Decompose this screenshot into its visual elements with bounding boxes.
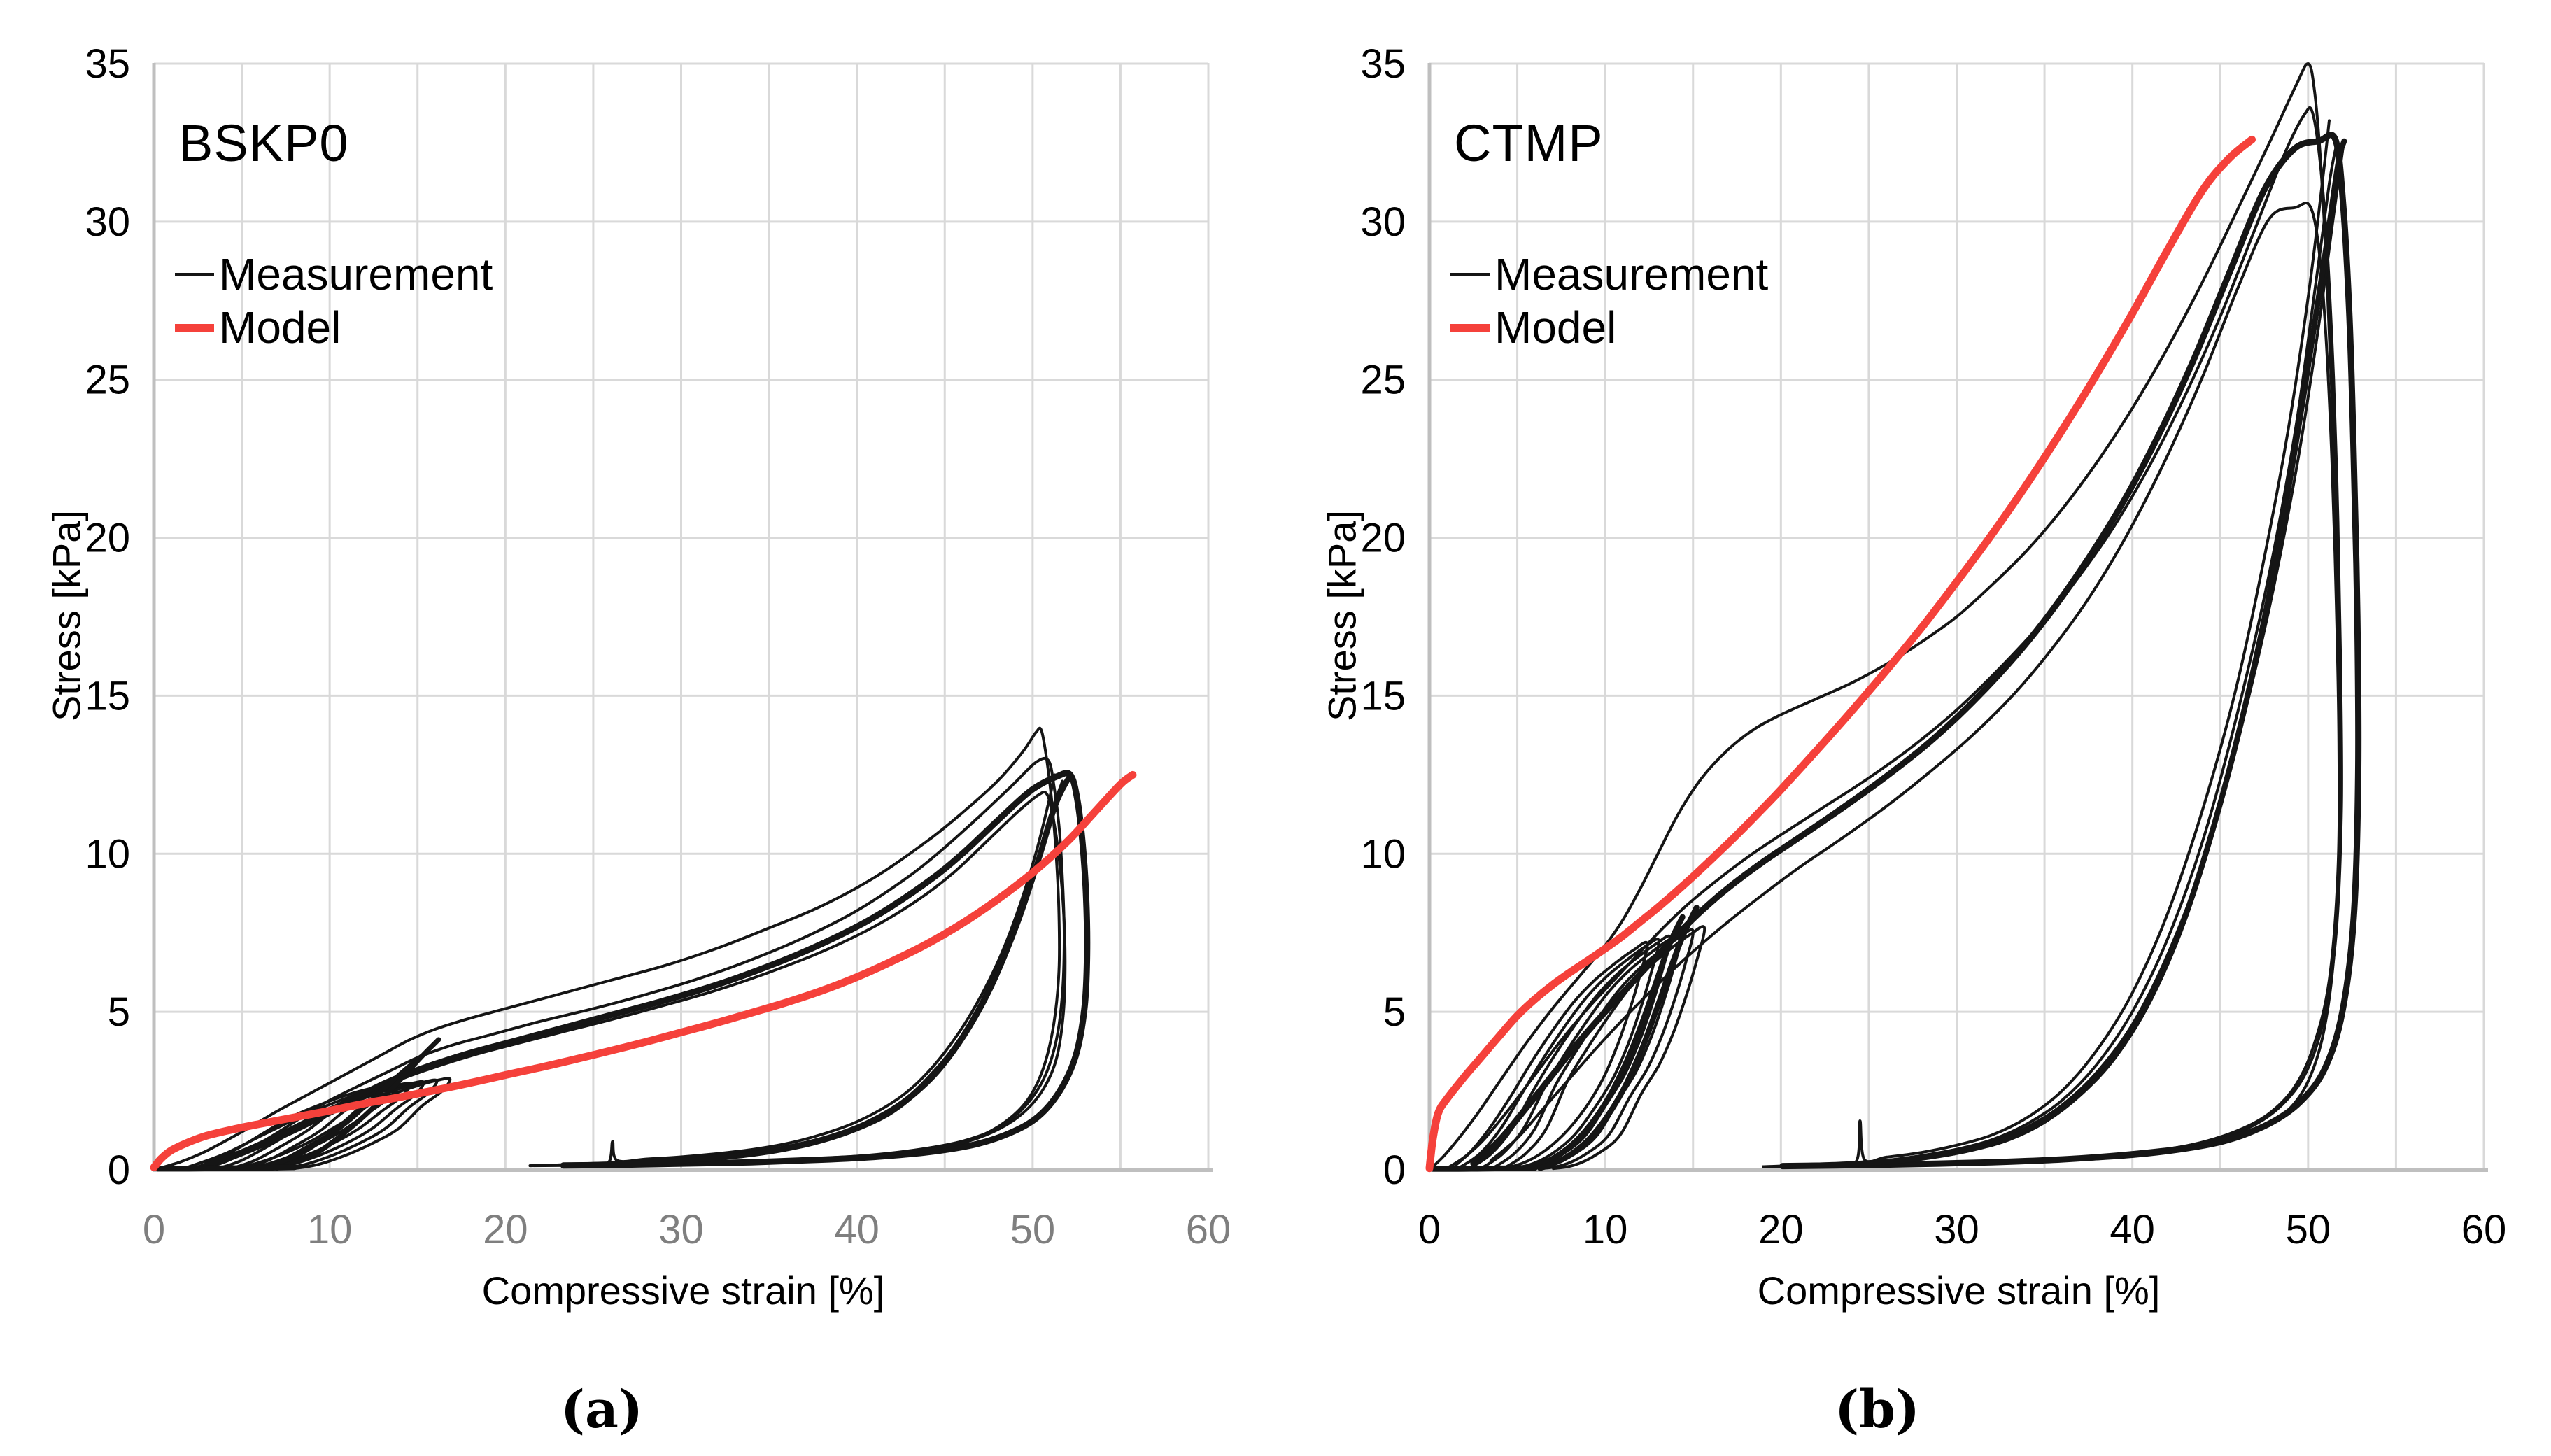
chart-title-a: BSKP0 [178, 114, 349, 172]
y-tick-label: 5 [1383, 989, 1406, 1035]
y-tick-label: 35 [85, 41, 130, 87]
x-axis-title-b: Compressive strain [%] [1757, 1268, 2161, 1313]
y-tick-label: 10 [85, 831, 130, 877]
chart-title-b: CTMP [1454, 114, 1604, 172]
x-tick-label: 20 [483, 1207, 528, 1252]
model-line-sample [175, 323, 214, 332]
legend-item-model: Model [175, 304, 493, 351]
legend-label-model: Model [1494, 302, 1617, 353]
measurement-curve [560, 773, 1073, 1168]
measurement-curve [1523, 914, 1686, 1171]
x-tick-label: 20 [1758, 1207, 1804, 1252]
y-tick-label: 25 [85, 358, 130, 403]
y-axis-title-b: Stress [kPa] [1320, 510, 1364, 721]
measurement-curve [1454, 106, 2343, 1168]
model-line-sample [1450, 323, 1490, 332]
chart-b-plot: 0 10 20 30 40 50 60 0 5 10 15 20 25 30 35 [1360, 41, 2507, 1252]
y-tick-label: 25 [1360, 358, 1406, 403]
legend-item-measurement: Measurement [175, 250, 493, 298]
model-curve [150, 770, 1137, 1171]
legend-b: Measurement Model [1450, 250, 1768, 357]
x-axis-title-a: Compressive strain [%] [481, 1268, 885, 1313]
y-tick-label: 0 [108, 1147, 130, 1193]
caption-b: (b) [1835, 1380, 1920, 1440]
y-tick-label: 15 [85, 673, 130, 719]
measurement-curve [1428, 62, 2342, 1171]
chart-a-plot: 0 10 20 30 40 50 60 0 5 10 15 20 25 30 35 [85, 41, 1231, 1252]
y-tick-label: 15 [1360, 673, 1406, 719]
measurement-curve [222, 790, 1067, 1167]
legend-item-model: Model [1450, 304, 1768, 351]
measurement-curve [1792, 138, 2347, 1169]
legend-item-measurement: Measurement [1450, 250, 1768, 298]
x-tick-label: 0 [1418, 1207, 1441, 1252]
chart-panel-b: 0 10 20 30 40 50 60 0 5 10 15 20 25 30 35 CTMP Measure… [1276, 0, 2551, 1456]
y-tick-label: 5 [108, 989, 130, 1035]
measurement-loop [1446, 940, 1649, 1171]
measurement-curve [1762, 119, 2331, 1168]
measurement-line-sample [1450, 273, 1490, 276]
legend-a: Measurement Model [175, 250, 493, 357]
y-tick-label: 20 [1360, 516, 1406, 561]
chart-panel-a: 0 10 20 30 40 50 60 0 5 10 15 20 25 30 35 BSKP0 Measur… [44, 41, 1231, 1440]
x-tick-label: 60 [2461, 1207, 2507, 1252]
measurement-curve [528, 773, 1057, 1168]
x-tick-label: 50 [1010, 1207, 1056, 1252]
measurement-curve [1489, 202, 2341, 1168]
y-tick-label: 20 [85, 516, 130, 561]
legend-label-measurement: Measurement [1494, 249, 1769, 299]
measurement-curve [1470, 132, 2362, 1170]
y-tick-label: 30 [85, 199, 130, 245]
y-tick-label: 10 [1360, 831, 1406, 877]
measurement-loop [1468, 934, 1672, 1171]
legend-label-measurement: Measurement [219, 249, 493, 299]
measurement-curve [257, 1054, 424, 1171]
measurement-curve [188, 756, 1066, 1168]
x-tick-label: 10 [1583, 1207, 1628, 1252]
y-axis-title-a: Stress [kPa] [44, 510, 89, 721]
measurement-line-sample [175, 273, 214, 276]
y-tick-label: 30 [1360, 199, 1406, 245]
x-tick-label: 40 [2110, 1207, 2155, 1252]
x-tick-label: 40 [834, 1207, 879, 1252]
measurement-curve [551, 779, 1064, 1167]
x-tick-label: 30 [1934, 1207, 1979, 1252]
legend-label-model: Model [219, 302, 341, 353]
y-tick-label: 0 [1383, 1147, 1406, 1193]
x-tick-label: 60 [1186, 1207, 1231, 1252]
model-curve [1425, 135, 2256, 1173]
measurement-curve [1772, 144, 2338, 1168]
measurement-curve [203, 770, 1091, 1169]
y-tick-label: 35 [1360, 41, 1406, 87]
x-tick-label: 30 [658, 1207, 704, 1252]
caption-a: (a) [560, 1380, 643, 1440]
x-tick-label: 10 [307, 1207, 353, 1252]
measurement-curve [155, 1164, 297, 1172]
measurement-curve [1537, 905, 1700, 1171]
x-tick-label: 0 [143, 1207, 165, 1252]
x-tick-label: 50 [2286, 1207, 2331, 1252]
